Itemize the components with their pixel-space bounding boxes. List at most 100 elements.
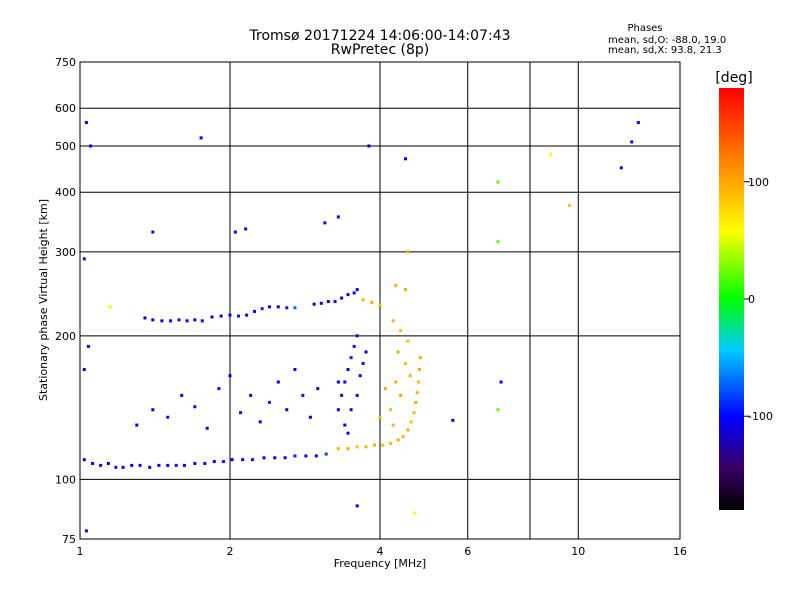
data-point-x — [496, 408, 500, 412]
data-point-x — [378, 415, 382, 419]
chart-subtitle: RwPretec (8p) — [331, 42, 429, 58]
data-point-o — [241, 458, 245, 462]
data-point-o — [114, 465, 118, 469]
data-point-o — [260, 307, 264, 311]
data-point-o — [244, 227, 248, 231]
data-point-o — [221, 460, 225, 464]
data-point-o — [217, 387, 221, 391]
data-point-x — [412, 411, 416, 415]
data-point-x — [391, 319, 395, 323]
data-point-x — [409, 420, 413, 424]
data-point-o — [91, 461, 95, 465]
data-point-o — [249, 393, 253, 397]
data-point-o — [355, 504, 359, 508]
data-point-o — [326, 300, 330, 304]
data-point-o — [210, 315, 214, 319]
data-point-o — [333, 300, 337, 304]
data-point-o — [262, 456, 266, 460]
data-point-x — [381, 443, 385, 447]
stats-heading: Phases — [627, 23, 662, 34]
data-point-x — [378, 303, 382, 307]
data-point-o — [346, 367, 350, 371]
data-point-o — [267, 305, 271, 309]
data-points — [82, 121, 640, 533]
colorbar-ticks: 100 0 -100 — [744, 176, 773, 423]
data-point-o — [239, 411, 243, 415]
data-point-o — [160, 319, 164, 323]
data-point-o — [253, 309, 257, 313]
data-point-o — [130, 463, 134, 467]
data-point-o — [245, 313, 249, 317]
data-point-x — [383, 387, 387, 391]
data-point-x — [399, 393, 403, 397]
data-point-o — [340, 393, 344, 397]
data-point-o — [82, 458, 86, 462]
y-tick-label: 300 — [55, 246, 76, 259]
data-point-o — [82, 367, 86, 371]
x-axis-label: Frequency [MHz] — [334, 557, 426, 570]
data-point-x — [389, 441, 393, 445]
data-point-o — [151, 318, 155, 322]
data-point-o — [233, 230, 237, 234]
data-point-o — [283, 456, 287, 460]
colorbar-tick-label: 0 — [748, 293, 755, 306]
data-point-x — [370, 300, 374, 304]
data-point-o — [273, 456, 277, 460]
data-point-x — [394, 283, 398, 287]
data-point-o — [343, 423, 347, 427]
data-point-o — [314, 454, 318, 458]
x-tick-label: 16 — [673, 545, 687, 558]
y-tick-labels: 75 100 200 300 400 500 600 750 — [55, 56, 76, 546]
data-point-o — [293, 454, 297, 458]
data-point-o — [349, 356, 353, 360]
data-point-o — [619, 166, 623, 170]
y-tick-label: 200 — [55, 330, 76, 343]
data-point-o — [205, 426, 209, 430]
y-tick-label: 600 — [55, 102, 76, 115]
data-point-o — [276, 380, 280, 384]
x-tick-label: 10 — [571, 545, 585, 558]
data-point-x — [401, 435, 405, 439]
data-point-x — [414, 400, 418, 404]
data-point-o — [199, 136, 203, 140]
data-point-o — [364, 350, 368, 354]
data-point-o — [285, 306, 289, 310]
data-point-o — [84, 529, 88, 533]
data-point-o — [267, 400, 271, 404]
data-point-o — [336, 408, 340, 412]
data-point-o — [200, 319, 204, 323]
data-point-x — [403, 361, 407, 365]
data-point-o — [361, 361, 365, 365]
grid-lines — [79, 61, 681, 540]
data-point-x — [567, 204, 571, 208]
colorbar-unit-label: [deg] — [715, 70, 752, 86]
data-point-x — [549, 152, 553, 156]
y-tick-label: 400 — [55, 186, 76, 199]
y-axis-label: Stationary phase Virtual Height [km] — [37, 199, 50, 401]
y-tick-label: 750 — [55, 56, 76, 69]
data-point-x — [355, 445, 359, 449]
data-point-o — [84, 121, 88, 125]
data-point-o — [89, 144, 93, 148]
data-point-o — [336, 215, 340, 219]
data-point-x — [389, 408, 393, 412]
data-point-o — [166, 463, 170, 467]
data-point-o — [636, 121, 640, 125]
data-point-o — [367, 144, 371, 148]
colorbar-tick-label: -100 — [748, 410, 773, 423]
data-point-o — [230, 458, 234, 462]
data-point-x — [403, 288, 407, 292]
data-point-x — [406, 339, 410, 343]
data-point-x — [406, 250, 410, 254]
data-point-x — [108, 305, 112, 309]
data-point-x — [406, 428, 410, 432]
data-point-o — [86, 344, 90, 348]
data-point-o — [285, 408, 289, 412]
data-point-o — [236, 314, 240, 318]
x-tick-label: 2 — [227, 545, 234, 558]
data-point-x — [396, 438, 400, 442]
data-point-o — [180, 393, 184, 397]
y-tick-label: 75 — [62, 533, 76, 546]
data-point-o — [169, 319, 173, 323]
data-point-o — [352, 291, 356, 295]
